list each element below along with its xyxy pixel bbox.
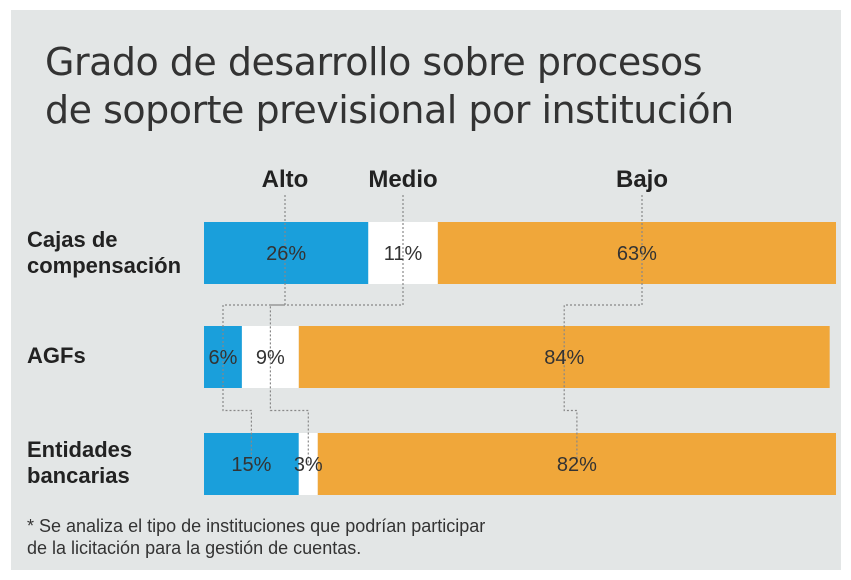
value-label-medio-row-1: 9% [256,347,285,369]
chart-title-line-1: Grado de desarrollo sobre procesos [45,40,703,84]
value-label-bajo-row-1: 84% [544,347,584,369]
footnote-line-1: * Se analiza el tipo de instituciones qu… [27,516,486,536]
leader-line-alto [222,195,286,464]
bar-medio-row-2 [298,433,318,495]
value-label-alto-row-1: 6% [209,347,238,369]
value-label-medio-row-0: 11% [384,243,423,265]
legend-medio: Medio [368,166,438,193]
row-label-entidades-line-1: Entidades [27,437,133,462]
stacked-bar-chart: 26% 11% 63% 6% 9% 84% 15% 3% 82% [204,195,836,495]
chart-title-line-2: de soporte previsional por institución [45,88,734,132]
bar-alto-row-2 [204,433,299,495]
legend-bajo: Bajo [615,166,669,193]
row-label-cajas: Cajas de compensación [27,227,181,279]
value-label-bajo-row-0: 63% [617,243,657,265]
bar-bajo-row-0 [437,222,836,284]
leader-line-bajo [563,195,643,464]
chart-panel: Grado de desarrollo sobre procesos de so… [11,10,841,570]
row-label-cajas-line-1: Cajas de [27,227,118,252]
bar-bajo-row-2 [317,433,836,495]
footnote-line-2: de la licitación para la gestión de cuen… [27,538,362,558]
value-label-alto-row-2: 15% [231,454,271,476]
row-label-cajas-line-2: compensación [27,253,182,278]
legend-alto: Alto [261,166,309,193]
value-label-alto-row-0: 26% [266,243,306,265]
row-label-agfs: AGFs [27,343,86,369]
value-label-medio-row-2: 3% [294,454,323,476]
leader-line-medio [269,195,404,464]
value-label-bajo-row-2: 82% [557,454,597,476]
footnote: * Se analiza el tipo de instituciones qu… [27,515,485,559]
row-label-entidades: Entidades bancarias [27,437,132,489]
row-label-entidades-line-2: bancarias [27,463,130,488]
bar-alto-row-0 [204,222,369,284]
row-label-agfs-line-1: AGFs [27,343,86,368]
